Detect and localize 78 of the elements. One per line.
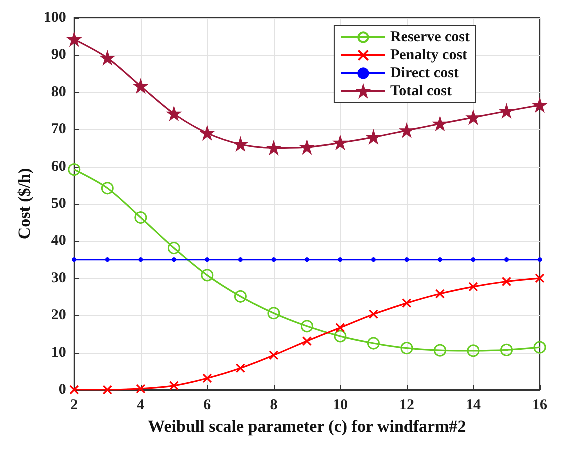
point xyxy=(269,350,279,360)
point xyxy=(105,258,110,262)
y-tick-label: 40 xyxy=(51,233,66,250)
point xyxy=(371,258,376,262)
point xyxy=(438,258,442,262)
x-tick-label: 6 xyxy=(204,398,212,414)
point xyxy=(234,290,247,303)
y-tick-label: 50 xyxy=(51,196,66,212)
point xyxy=(101,52,114,64)
y-tick-label: 20 xyxy=(51,308,66,324)
y-tick-label: 60 xyxy=(51,158,66,175)
point xyxy=(300,320,314,333)
point xyxy=(201,269,214,282)
point xyxy=(134,212,148,224)
point xyxy=(205,258,210,262)
point xyxy=(500,344,513,356)
x-tick-label: 2 xyxy=(70,398,78,414)
point xyxy=(68,164,81,176)
x-tick-label: 12 xyxy=(399,398,414,414)
point xyxy=(467,111,480,124)
point xyxy=(504,258,509,262)
point xyxy=(402,298,412,308)
point xyxy=(236,364,246,374)
point xyxy=(367,131,380,144)
point xyxy=(136,384,146,394)
point xyxy=(535,274,545,284)
point xyxy=(272,258,276,262)
point xyxy=(172,258,176,262)
y-tick-label: 0 xyxy=(58,382,66,398)
point xyxy=(534,341,546,354)
y-tick-label: 80 xyxy=(51,84,66,100)
point xyxy=(101,182,114,195)
point xyxy=(538,258,542,262)
point xyxy=(304,258,310,262)
point xyxy=(268,307,280,320)
point xyxy=(72,258,77,262)
y-tick-label: 10 xyxy=(51,344,66,361)
point xyxy=(500,105,514,118)
point xyxy=(404,258,410,262)
y-tick-label: 70 xyxy=(51,122,66,138)
point xyxy=(102,385,112,395)
point xyxy=(168,242,180,255)
y-axis-title: Cost ($/h) xyxy=(15,168,34,240)
point xyxy=(434,344,446,357)
point xyxy=(400,124,414,138)
point xyxy=(138,258,144,262)
point xyxy=(202,374,212,384)
x-tick-label: 14 xyxy=(466,398,482,414)
legend-label: Total cost xyxy=(390,84,452,100)
point xyxy=(70,385,80,395)
point xyxy=(334,330,347,343)
point xyxy=(238,258,243,262)
point xyxy=(268,142,280,154)
point xyxy=(336,323,346,333)
legend-label: Penalty cost xyxy=(390,48,468,64)
point xyxy=(169,381,179,391)
x-tick-label: 4 xyxy=(137,398,146,414)
x-tick-label: 8 xyxy=(270,398,278,414)
point xyxy=(468,282,478,292)
point xyxy=(435,289,446,299)
point xyxy=(502,276,512,287)
x-tick-label: 10 xyxy=(332,398,348,414)
point xyxy=(467,344,480,358)
point xyxy=(434,118,447,130)
x-tick-label: 16 xyxy=(532,398,548,414)
point xyxy=(302,336,312,346)
point xyxy=(400,342,414,355)
point xyxy=(471,258,476,262)
y-tick-label: 100 xyxy=(44,10,66,26)
y-tick-label: 30 xyxy=(51,270,66,286)
x-axis-title: Weibull scale parameter (c) for windfarm#2 xyxy=(148,417,466,436)
point xyxy=(367,337,380,350)
y-tick-label: 90 xyxy=(51,47,66,64)
point xyxy=(68,33,81,46)
point xyxy=(368,310,379,320)
legend-label: Reserve cost xyxy=(390,30,470,46)
point xyxy=(338,258,343,262)
legend-label: Direct cost xyxy=(390,66,459,82)
